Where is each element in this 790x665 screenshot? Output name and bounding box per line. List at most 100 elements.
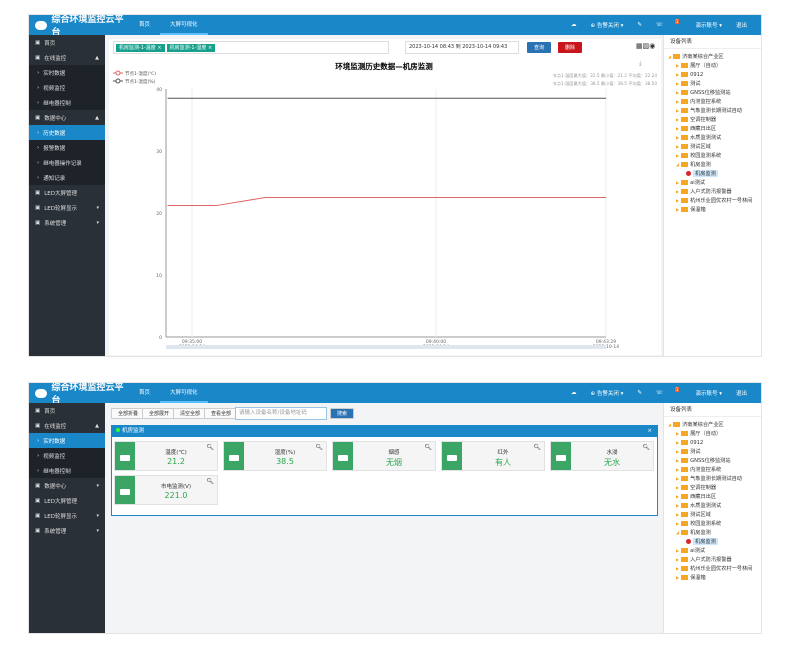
tree-node[interactable]: ▶ 测试	[668, 79, 757, 88]
sidebar-item[interactable]: ▣ LED大屏管理	[29, 185, 105, 200]
zoom-slider[interactable]	[166, 345, 606, 349]
close-icon[interactable]: ×	[647, 428, 652, 434]
node-select[interactable]: 机房监测-1-温度 × 机房监测-1-湿度 ×	[113, 41, 389, 54]
close-icon[interactable]: ×	[206, 45, 213, 51]
sidebar-item[interactable]: › 继电器控制	[29, 95, 105, 110]
logo[interactable]: 综合环境监控云平台	[29, 380, 129, 406]
tree-node[interactable]: ▶ 水质监测测试	[668, 133, 757, 142]
sidebar-item[interactable]: ▣ LED轮屏显示 ▾	[29, 508, 105, 523]
tree-node[interactable]: ▶ 0912	[668, 438, 757, 447]
header-action[interactable]: ☁	[571, 22, 577, 28]
tree-node[interactable]: ▶ 测试区域	[668, 510, 757, 519]
device-search-input[interactable]: 请输入设备名称/设备地址码	[235, 407, 327, 420]
tree-node[interactable]: ▶ 展厅（自动）	[668, 61, 757, 70]
nav-link[interactable]: 首页	[139, 390, 151, 396]
tree-root[interactable]: ◢ 济南某综合产业区	[668, 54, 724, 60]
header-action[interactable]: ⊕ 告警关闭 ▾	[590, 391, 624, 397]
header-action[interactable]: ☏	[656, 22, 663, 28]
delete-button[interactable]: 删除	[558, 42, 583, 53]
nav-link[interactable]: 大屏可视化	[160, 383, 208, 403]
sidebar-item[interactable]: ▣ 首页	[29, 403, 105, 418]
toolbar-button[interactable]: 全部展开	[142, 408, 177, 419]
tree-node[interactable]: ▶ 展厅（自动）	[668, 429, 757, 438]
header-action[interactable]: ✎	[637, 22, 643, 28]
tree-node[interactable]: ▶ 气象监测长期测试自动	[668, 106, 757, 115]
tree-node[interactable]: ▶ 空调控制器	[668, 115, 757, 124]
magnifier-icon[interactable]: 🔍︎	[642, 444, 650, 451]
tree-node[interactable]: ▶ ai测试	[668, 178, 757, 187]
tree-node[interactable]: ◢ 机房监测	[668, 528, 757, 537]
tree-node[interactable]: ▶ 0912	[668, 70, 757, 79]
sidebar-item[interactable]: › 继电器控制	[29, 463, 105, 478]
sidebar-item[interactable]: › 实时数据	[29, 65, 105, 80]
download-icon[interactable]: ⤓	[639, 60, 642, 67]
magnifier-icon[interactable]: 🔍︎	[315, 444, 323, 451]
tree-node[interactable]: ▶ 入户式防汛报警器	[668, 187, 757, 196]
header-action[interactable]: 退出	[735, 391, 747, 397]
tree-node[interactable]: ▶ 入户式防汛报警器	[668, 555, 757, 564]
magnifier-icon[interactable]: 🔍︎	[206, 444, 214, 451]
tree-node[interactable]: ▶ 测试	[668, 447, 757, 456]
search-button[interactable]: 搜索	[330, 408, 355, 419]
sidebar-item[interactable]: › 继电器操作记录	[29, 155, 105, 170]
tree-root[interactable]: ◢ 济南某综合产业区	[668, 422, 724, 428]
tree-node[interactable]: ▶ 空调控制器	[668, 483, 757, 492]
tree-node[interactable]: ▶ 校园监测系统	[668, 519, 757, 528]
tree-node[interactable]: ▶ 内涝监控系统	[668, 97, 757, 106]
sidebar-item[interactable]: › 实时数据	[29, 433, 105, 448]
tree-node[interactable]: ◢ 机房监测	[668, 160, 757, 169]
tree-node[interactable]: ▶ ai测试	[668, 546, 757, 555]
nav-link[interactable]: 大屏可视化	[160, 15, 208, 35]
tree-node[interactable]: ▶ GNSS位移监测站	[668, 456, 757, 465]
close-icon[interactable]: ×	[155, 45, 162, 51]
sensor-card[interactable]: 水浸 无水 🔍︎	[550, 441, 654, 471]
sidebar-item[interactable]: › 视频监控	[29, 80, 105, 95]
sidebar-item[interactable]: ▣ 数据中心 ▾	[29, 478, 105, 493]
header-action[interactable]: 演示账号 ▾	[695, 23, 722, 29]
header-action[interactable]: ☁	[571, 390, 577, 396]
tree-node[interactable]: ▶ GNSS位移监测站	[668, 88, 757, 97]
sidebar-item[interactable]: ▣ 系统管理 ▾	[29, 215, 105, 230]
legend-label[interactable]: 节点1-温度(℃)	[125, 70, 156, 77]
date-range-input[interactable]: 2023-10-14 08:43 到 2023-10-14 09:43	[405, 41, 519, 54]
tree-node[interactable]: ▶ 保温箱	[668, 205, 757, 214]
node-tag[interactable]: 机房监测-1-温度 ×	[116, 44, 165, 52]
node-tag[interactable]: 机房监测-1-湿度 ×	[166, 44, 216, 52]
magnifier-icon[interactable]: 🔍︎	[424, 444, 432, 451]
tree-node[interactable]: 机房监测	[668, 537, 757, 546]
sidebar-item[interactable]: ▣ 在线监控 ▲	[29, 50, 105, 65]
sensor-card[interactable]: 烟感 无烟 🔍︎	[332, 441, 436, 471]
sensor-card[interactable]: 湿度(%) 38.5 🔍︎	[223, 441, 327, 471]
header-action[interactable]: ⊕ 告警关闭 ▾	[590, 23, 624, 29]
sidebar-item[interactable]: ▣ LED轮屏显示 ▾	[29, 200, 105, 215]
tree-node[interactable]: ▶ 保温箱	[668, 573, 757, 582]
header-action[interactable]: 演示账号 ▾	[695, 391, 722, 397]
logo[interactable]: 综合环境监控云平台	[29, 12, 129, 38]
sensor-card[interactable]: 红外 有人 🔍︎	[441, 441, 545, 471]
query-button[interactable]: 查询	[527, 42, 552, 53]
tree-node[interactable]: 机房监测	[668, 169, 757, 178]
header-action[interactable]: ☏	[656, 390, 663, 396]
view-toggle-icons[interactable]: ▦▨◉	[636, 42, 656, 50]
sidebar-item[interactable]: › 报警数据	[29, 140, 105, 155]
header-action[interactable]: ✎	[637, 390, 643, 396]
sidebar-item[interactable]: › 视频监控	[29, 448, 105, 463]
sidebar-item[interactable]: ▣ LED大屏管理	[29, 493, 105, 508]
sensor-card[interactable]: 市电监测(V) 221.0 🔍︎	[114, 475, 218, 505]
tree-node[interactable]: ▶ 气象监测长期测试自动	[668, 474, 757, 483]
tree-node[interactable]: ▶ 杭州乐业园优农村一号林间	[668, 564, 757, 573]
sensor-card[interactable]: 温度(℃) 21.2 🔍︎	[114, 441, 218, 471]
magnifier-icon[interactable]: 🔍︎	[533, 444, 541, 451]
sidebar-item[interactable]: ▣ 数据中心 ▲	[29, 110, 105, 125]
toolbar-button[interactable]: 查看全部	[204, 408, 239, 419]
toolbar-button[interactable]: 清空全部	[173, 408, 208, 419]
tree-node[interactable]: ▶ 内涝监控系统	[668, 465, 757, 474]
tree-node[interactable]: ▶ 西藏日出区	[668, 492, 757, 501]
sidebar-item[interactable]: ▣ 首页	[29, 35, 105, 50]
sidebar-item[interactable]: › 历史数据	[29, 125, 105, 140]
tree-node[interactable]: ▶ 测试区域	[668, 142, 757, 151]
tree-node[interactable]: ▶ 校园监测系统	[668, 151, 757, 160]
sidebar-item[interactable]: ▣ 在线监控 ▲	[29, 418, 105, 433]
header-action[interactable]: 退出	[735, 23, 747, 29]
magnifier-icon[interactable]: 🔍︎	[206, 478, 214, 485]
